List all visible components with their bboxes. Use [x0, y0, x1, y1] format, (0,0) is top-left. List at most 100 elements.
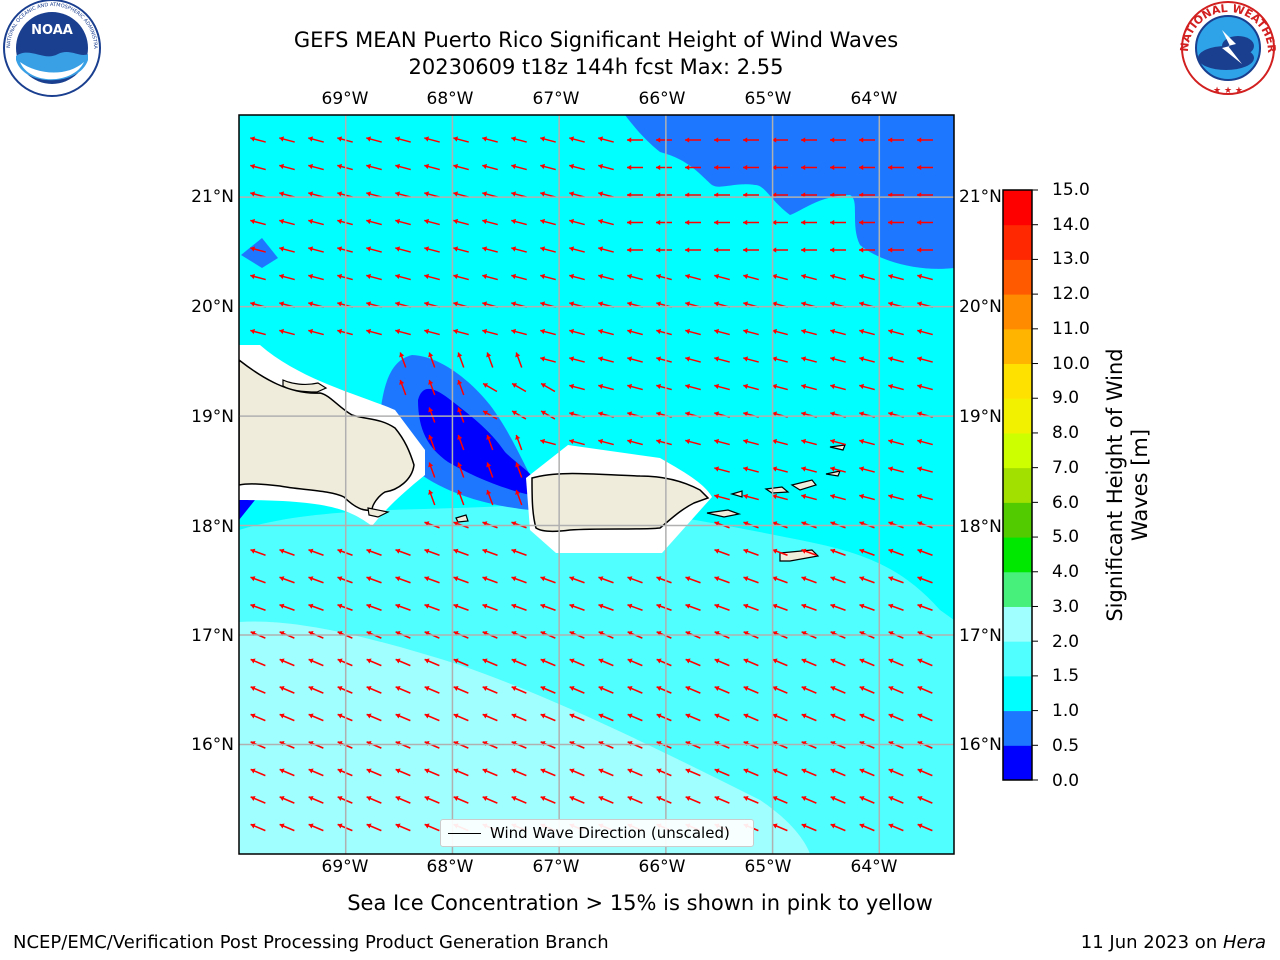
- wind-wave-arrow: [428, 434, 436, 451]
- wind-wave-arrow: [424, 796, 440, 804]
- wind-wave-arrow: [486, 434, 494, 451]
- wind-wave-arrow: [457, 379, 465, 396]
- footer-machine: Hera: [1222, 932, 1266, 953]
- wind-wave-arrow: [801, 686, 817, 694]
- wind-wave-arrow: [714, 493, 730, 501]
- lat-label-left-16: 16°N: [191, 735, 234, 755]
- wind-wave-arrow: [685, 219, 701, 226]
- wind-wave-arrow: [830, 686, 846, 694]
- wind-wave-arrow: [685, 438, 701, 446]
- wind-wave-arrow: [569, 136, 585, 143]
- wind-wave-arrow: [743, 273, 759, 281]
- wind-wave-arrow: [515, 434, 523, 451]
- wind-wave-arrow: [395, 163, 411, 171]
- mona-island: [455, 514, 469, 523]
- wind-wave-arrow: [830, 603, 846, 611]
- wind-wave-arrow: [569, 796, 585, 804]
- legend-label: Wind Wave Direction (unscaled): [490, 824, 730, 842]
- wind-wave-arrow: [801, 247, 817, 253]
- wind-wave-arrow: [801, 356, 817, 363]
- wind-wave-arrow: [772, 137, 788, 143]
- wind-wave-arrow: [250, 658, 266, 667]
- lat-label-right-21: 21°N: [959, 187, 1002, 207]
- wind-wave-arrow: [685, 383, 701, 391]
- wind-wave-arrow: [859, 192, 875, 198]
- wind-wave-arrow: [395, 576, 411, 584]
- colorbar-segment: [1003, 190, 1032, 226]
- wind-wave-arrow: [428, 489, 436, 506]
- wind-wave-arrow: [308, 246, 324, 253]
- hispaniola-land: [239, 359, 415, 512]
- wave-field-0.5-1m-ne: [625, 115, 954, 269]
- colorbar-frame: [1002, 189, 1033, 781]
- wind-wave-arrow: [540, 603, 556, 611]
- wind-wave-arrow: [888, 823, 904, 832]
- wind-wave-arrow: [772, 686, 788, 694]
- lat-label-right-19: 19°N: [959, 407, 1002, 427]
- colorbar-segment: [1003, 432, 1032, 469]
- colorbar-label: 11.0: [1052, 319, 1090, 339]
- wind-wave-arrow: [511, 658, 527, 667]
- wind-wave-arrow: [656, 796, 672, 804]
- wind-wave-arrow: [685, 247, 701, 253]
- colorbar-label: 9.0: [1052, 388, 1080, 408]
- wind-wave-arrow: [656, 383, 672, 391]
- wind-wave-arrow: [569, 576, 585, 584]
- wind-wave-arrow: [859, 438, 875, 446]
- wind-wave-arrow: [743, 576, 759, 584]
- wind-wave-arrow: [395, 328, 411, 336]
- wind-wave-arrow: [569, 713, 585, 722]
- wind-wave-arrow: [859, 356, 875, 363]
- wind-wave-arrow: [453, 218, 469, 226]
- wind-wave-arrow: [685, 796, 701, 804]
- wind-wave-arrow: [772, 466, 788, 473]
- wind-wave-arrow: [424, 686, 440, 694]
- wind-wave-arrow: [250, 686, 266, 694]
- wind-wave-arrow: [511, 768, 527, 777]
- wind-wave-arrow: [457, 434, 465, 451]
- wind-wave-arrow: [366, 218, 382, 226]
- wind-wave-arrow: [424, 136, 440, 143]
- wind-wave-arrow: [743, 247, 759, 253]
- wind-wave-arrow: [598, 246, 614, 253]
- wind-wave-arrow: [366, 713, 382, 722]
- wind-wave-arrow: [859, 658, 875, 667]
- wind-wave-arrow: [888, 603, 904, 611]
- wind-wave-arrow: [743, 493, 759, 501]
- wind-wave-arrow: [424, 328, 440, 336]
- wind-wave-arrow: [917, 192, 933, 198]
- wind-wave-arrow: [859, 796, 875, 804]
- wind-wave-arrow: [540, 576, 556, 584]
- wind-wave-arrow: [888, 438, 904, 446]
- wind-wave-arrow: [830, 273, 846, 281]
- wind-wave-arrow: [366, 328, 382, 336]
- wind-wave-arrow: [830, 164, 846, 171]
- colorbar-label: 8.0: [1052, 423, 1080, 443]
- wind-wave-arrow: [830, 466, 846, 473]
- vieques-island: [706, 509, 742, 518]
- wind-wave-arrow: [772, 768, 788, 777]
- wind-wave-arrow: [486, 352, 494, 368]
- map-frame: [238, 114, 955, 855]
- map-plot-area: [239, 115, 954, 854]
- wind-wave-arrow: [917, 356, 933, 363]
- wind-wave-arrow: [540, 768, 556, 777]
- lat-label-right-20: 20°N: [959, 297, 1002, 317]
- wind-wave-arrow: [569, 768, 585, 777]
- lon-label-bottom-64: 64°W: [850, 857, 898, 877]
- wind-wave-arrow: [366, 548, 382, 556]
- wind-wave-arrow: [917, 548, 933, 556]
- wind-wave-arrow: [714, 383, 730, 391]
- wind-wave-arrow: [424, 246, 440, 253]
- wind-wave-arrow: [279, 328, 295, 336]
- wind-wave-arrow: [366, 246, 382, 253]
- map-gridlines: [239, 115, 954, 854]
- wind-wave-arrow: [714, 548, 730, 556]
- wind-wave-arrow: [627, 713, 643, 722]
- wind-wave-arrow: [888, 686, 904, 694]
- wind-wave-arrow: [685, 658, 701, 667]
- wind-wave-arrow: [656, 603, 672, 611]
- wind-wave-arrow: [859, 768, 875, 777]
- wind-wave-arrow: [685, 603, 701, 611]
- wind-wave-arrow: [569, 438, 585, 446]
